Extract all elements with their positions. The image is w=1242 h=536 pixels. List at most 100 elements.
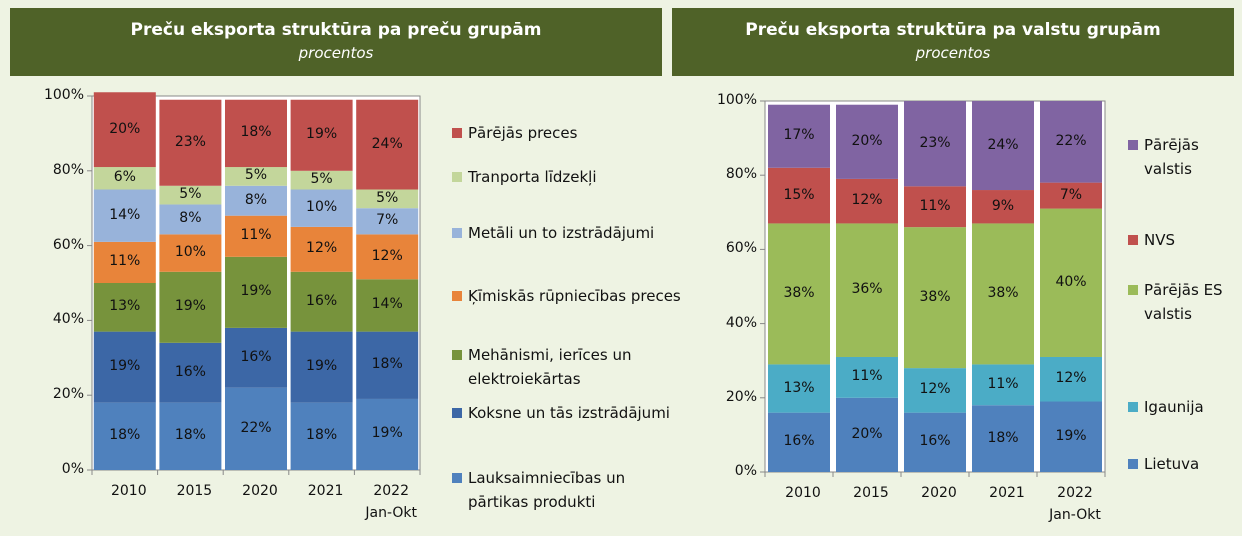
bar-segment	[93, 92, 156, 168]
chart-title: Preču eksporta struktūra pa preču grupām	[130, 20, 542, 40]
legend-swatch	[452, 128, 462, 138]
data-label: 20%	[851, 132, 883, 149]
bar-segment	[356, 234, 419, 280]
chart-title: Preču eksporta struktūra pa valstu grupā…	[745, 20, 1161, 40]
legend-label: Tranporta līdzekļi	[468, 168, 597, 186]
bar-segment	[768, 223, 830, 365]
bar-segment	[159, 271, 222, 343]
data-label: 12%	[1055, 370, 1087, 387]
bar-segment	[93, 283, 156, 332]
data-label: 18%	[306, 427, 338, 444]
legend-swatch	[1128, 235, 1138, 245]
bar-segment	[225, 167, 287, 186]
bar-segment	[972, 364, 1034, 406]
data-label: 8%	[244, 191, 268, 208]
bar-segment	[904, 101, 966, 187]
y-tick-label: 100%	[716, 92, 757, 108]
bar-segment	[225, 327, 287, 388]
bar-segment	[768, 104, 830, 168]
y-tick-label: 100%	[43, 87, 84, 103]
data-label: 13%	[783, 379, 815, 396]
data-label: 15%	[783, 186, 815, 203]
data-label: 16%	[240, 348, 272, 365]
bar-segment	[225, 387, 287, 470]
legend-label: NVS	[1144, 231, 1176, 249]
data-label: 9%	[991, 197, 1015, 214]
bar-segment	[159, 99, 222, 186]
legend-swatch	[452, 408, 462, 418]
y-tick-label: 40%	[725, 314, 757, 331]
data-label: 18%	[109, 427, 141, 444]
legend-label: Metāli un to izstrādājumi	[468, 224, 655, 242]
legend-label: Igaunija	[1144, 398, 1204, 416]
data-label: 19%	[371, 425, 403, 442]
legend-label: Pārējās valstis	[1144, 136, 1199, 178]
bar-segment	[356, 208, 419, 235]
y-tick-label: 60%	[725, 240, 757, 257]
x-tick-label: 2015	[176, 483, 213, 499]
data-label: 22%	[1055, 132, 1087, 149]
data-label: 19%	[306, 126, 338, 143]
x-tick-label: 2020	[242, 483, 278, 499]
legend-label: Lauksaimniecības un pārtikas produkti	[468, 469, 626, 511]
bar-segment	[225, 256, 287, 328]
y-tick-label: 20%	[725, 388, 757, 405]
data-label: 19%	[109, 358, 141, 375]
data-label: 23%	[174, 133, 206, 150]
data-label: 12%	[919, 381, 951, 398]
bar-segment	[972, 101, 1034, 191]
data-label: 19%	[174, 298, 206, 315]
data-label: 18%	[371, 356, 403, 373]
x-tick-label: 2010	[785, 485, 821, 501]
bar-segment	[93, 167, 156, 190]
bar-segment	[904, 412, 966, 472]
bar-segment	[972, 223, 1034, 365]
x-tick-label: 2015	[853, 485, 889, 501]
y-tick-label: 80%	[52, 161, 84, 178]
bar-segment	[159, 342, 222, 403]
data-label: 22%	[240, 419, 272, 436]
data-label: 19%	[240, 283, 272, 300]
data-label: 19%	[1055, 427, 1087, 444]
data-label: 17%	[783, 127, 815, 144]
bar-segment	[768, 412, 830, 472]
bar-segment	[159, 185, 222, 205]
chart-subtitle: procentos	[915, 44, 991, 62]
bar-segment	[1040, 401, 1102, 472]
data-label: 16%	[306, 292, 338, 309]
bar-segment	[836, 178, 898, 224]
data-label: 5%	[244, 167, 268, 184]
legend-label: Pārējās preces	[468, 124, 578, 142]
bar-segment	[904, 227, 966, 369]
bar-segment	[836, 104, 898, 179]
legend-label: Lietuva	[1144, 455, 1200, 473]
data-label: 10%	[306, 199, 338, 216]
legend-swatch	[1128, 459, 1138, 469]
data-label: 14%	[371, 296, 403, 313]
data-label: 23%	[919, 134, 951, 151]
data-label: 16%	[783, 433, 815, 450]
legend-label: Mehānismi, ierīces un elektroiekārtas	[468, 346, 632, 388]
x-tick-label: 2010	[110, 483, 147, 499]
data-label: 12%	[371, 247, 403, 264]
bar-segment	[159, 204, 222, 235]
y-tick-label: 40%	[52, 311, 84, 328]
bar-segment	[1040, 208, 1102, 357]
bar-segment	[356, 331, 419, 399]
data-label: 7%	[1059, 186, 1083, 203]
data-label: 38%	[987, 284, 1019, 301]
y-tick-label: 60%	[52, 236, 84, 253]
legend-swatch	[1128, 140, 1138, 150]
x-tick-label: 2020	[921, 485, 957, 501]
bar-segment	[290, 170, 353, 190]
data-label: 11%	[987, 375, 1019, 392]
bar-segment	[904, 368, 966, 413]
header-band	[10, 8, 662, 76]
data-label: 6%	[113, 169, 136, 186]
data-label: 19%	[306, 358, 338, 375]
data-label: 38%	[919, 288, 951, 305]
y-tick-label: 0%	[734, 463, 757, 479]
y-tick-label: 20%	[52, 386, 84, 403]
x-tick-label: 2022 Jan-Okt	[365, 483, 417, 521]
